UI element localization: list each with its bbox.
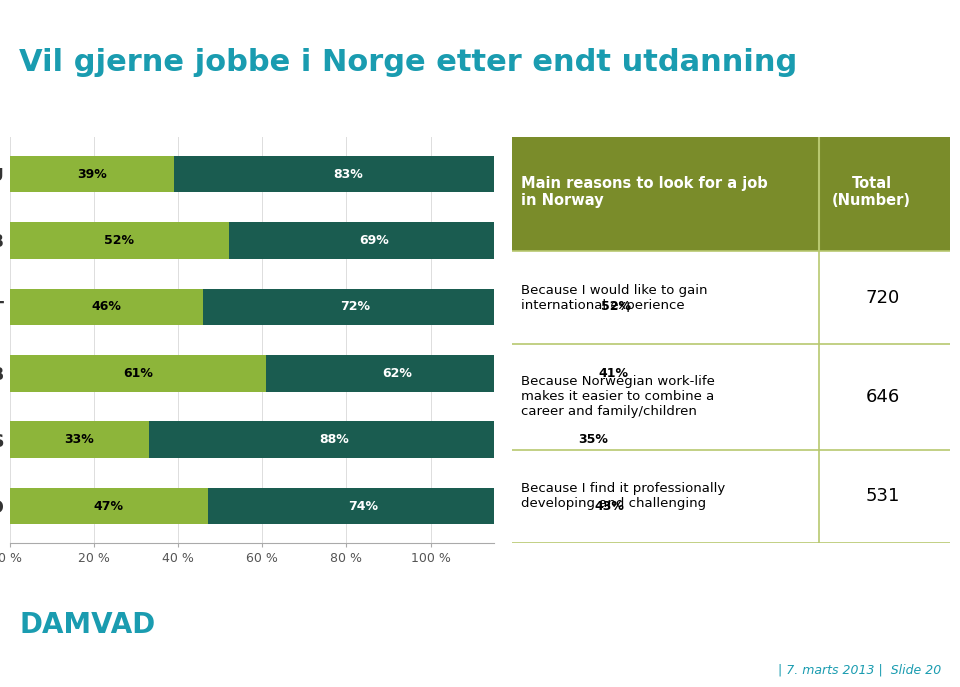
Text: Because I find it professionally
developing and challenging: Because I find it professionally develop… [521,482,726,510]
Bar [10,222,228,259]
Text: | 7. marts 2013 |  Slide 20: | 7. marts 2013 | Slide 20 [778,664,941,677]
Text: Total
(Number): Total (Number) [832,176,911,208]
Text: 52%: 52% [601,300,631,313]
Text: 46%: 46% [91,300,121,313]
Text: 646: 646 [865,387,900,406]
Bar [10,289,204,325]
Text: 39%: 39% [77,168,107,181]
Bar [10,289,431,325]
Bar [10,488,207,524]
Bar [519,488,700,524]
Text: 41%: 41% [594,168,625,181]
Bar [10,156,174,192]
Bar [228,222,519,259]
Bar [696,156,726,192]
Bar [10,222,431,259]
Text: 74%: 74% [348,499,378,513]
Text: 35%: 35% [578,433,608,446]
Text: DAMVAD: DAMVAD [19,611,156,639]
Bar [523,156,696,192]
Bar [528,355,700,392]
Bar [174,156,523,192]
Bar [10,421,431,458]
Text: 52%: 52% [104,234,134,247]
Bar [10,488,431,524]
Text: 72%: 72% [340,300,370,313]
Text: 88%: 88% [319,433,348,446]
Text: 33%: 33% [64,433,94,446]
Text: 43%: 43% [594,234,625,247]
Bar [519,421,666,458]
Text: Vil gjerne jobbe i Norge etter endt utdanning: Vil gjerne jobbe i Norge etter endt utda… [19,48,798,77]
Text: Because I would like to gain
international experience: Because I would like to gain internation… [521,284,708,311]
Bar [149,421,519,458]
Text: 62%: 62% [382,367,412,380]
Bar [207,488,519,524]
Bar [10,156,431,192]
Bar [10,421,149,458]
Bar [666,421,692,458]
Text: Because Norwegian work-life
makes it easier to combine a
career and family/child: Because Norwegian work-life makes it eas… [521,375,715,418]
Text: 69%: 69% [359,234,389,247]
Bar [700,355,730,392]
Bar [726,289,755,325]
Text: 43%: 43% [594,499,625,513]
Bar [10,355,431,392]
Bar [267,355,528,392]
Text: 720: 720 [865,289,900,306]
Text: 83%: 83% [334,168,364,181]
Text: Main reasons to look for a job
in Norway: Main reasons to look for a job in Norway [521,176,768,208]
Text: 41%: 41% [599,367,629,380]
Bar [513,137,950,251]
Bar [10,355,267,392]
Bar [507,289,726,325]
Text: 61%: 61% [123,367,153,380]
Text: 531: 531 [865,487,900,505]
Bar [700,222,733,259]
Bar [519,222,700,259]
Bar [204,289,507,325]
Text: 47%: 47% [93,499,124,513]
Bar [700,488,730,524]
